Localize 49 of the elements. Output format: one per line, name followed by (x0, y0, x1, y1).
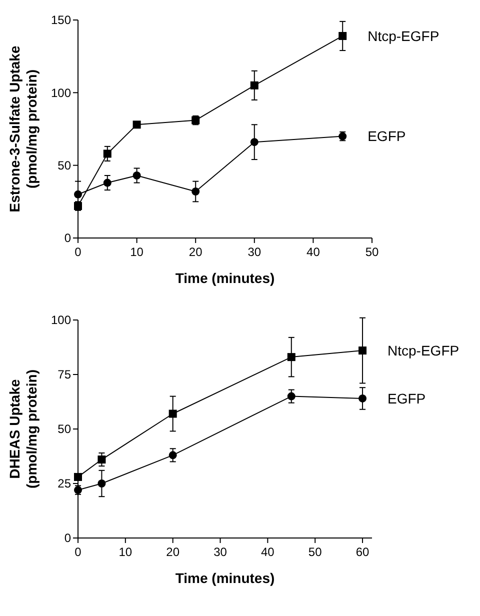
point (287, 392, 296, 400)
x-tick-label: 0 (74, 545, 82, 559)
point (103, 150, 112, 158)
y-tick-label: 50 (58, 158, 72, 173)
y-tick-label: 0 (64, 531, 72, 546)
x-tick-label: 40 (261, 545, 275, 559)
point (132, 172, 141, 180)
y-axis-title: Estrone-3-Sulfate Uptake (pmol/mg protein) (6, 46, 40, 212)
series-label: Ntcp-EGFP (388, 342, 460, 358)
point (74, 486, 82, 494)
x-tick-label: 50 (308, 545, 322, 559)
point (168, 451, 177, 460)
point (338, 32, 347, 40)
point (168, 410, 177, 418)
point (287, 353, 296, 362)
y-tick-label: 0 (64, 231, 72, 246)
point (358, 346, 367, 355)
x-tick-label: 10 (130, 245, 144, 259)
point (74, 190, 82, 198)
x-axis-title: Time (minutes) (175, 270, 275, 286)
x-tick-label: 40 (306, 245, 320, 259)
y-tick-label: 100 (50, 86, 72, 100)
y-axis-title: DHEAS Uptake (pmol/mg protein) (6, 370, 40, 488)
x-tick-label: 20 (188, 245, 203, 259)
y-tick-label: 150 (50, 13, 72, 28)
y-tick-label: 25 (58, 476, 72, 491)
point (358, 394, 367, 402)
point (98, 456, 106, 464)
series-label: EGFP (388, 390, 426, 406)
x-tick-label: 10 (118, 545, 132, 559)
x-tick-label: 50 (365, 245, 379, 259)
y-tick-label: 100 (50, 313, 72, 328)
x-tick-label: 30 (214, 545, 228, 559)
series-label: EGFP (368, 128, 406, 144)
point (192, 187, 200, 196)
point (103, 178, 112, 187)
point (74, 472, 82, 481)
point (250, 138, 258, 146)
point (250, 81, 258, 90)
x-tick-label: 30 (248, 245, 262, 259)
x-tick-label: 60 (356, 545, 370, 559)
x-axis-title: Time (minutes) (175, 570, 275, 586)
series-label: Ntcp-EGFP (368, 28, 440, 44)
point (98, 480, 106, 488)
y-tick-label: 50 (58, 422, 72, 436)
point (132, 120, 141, 129)
x-tick-label: 20 (166, 545, 180, 559)
x-tick-label: 0 (74, 245, 82, 259)
y-tick-label: 75 (58, 368, 72, 382)
